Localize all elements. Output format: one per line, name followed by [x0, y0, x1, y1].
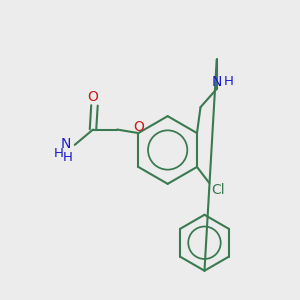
Text: N: N: [61, 137, 71, 151]
Text: Cl: Cl: [212, 183, 225, 196]
Text: O: O: [133, 120, 144, 134]
Text: N: N: [212, 74, 222, 88]
Text: H: H: [224, 75, 234, 88]
Text: H: H: [54, 147, 64, 160]
Text: O: O: [88, 90, 98, 104]
Text: H: H: [62, 151, 72, 164]
